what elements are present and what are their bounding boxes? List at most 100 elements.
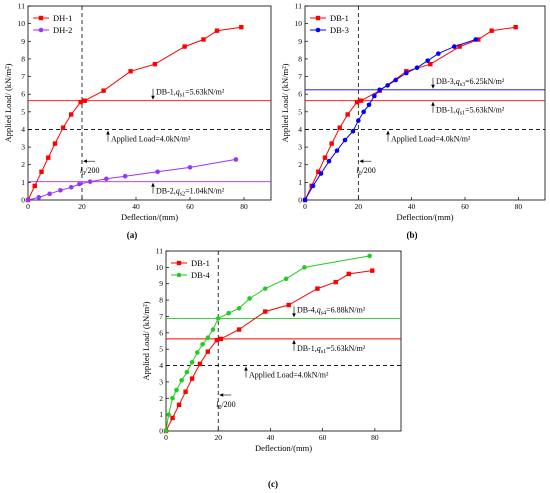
data-point [200, 341, 205, 347]
data-point [372, 93, 377, 99]
data-point [187, 165, 193, 170]
data-point [226, 310, 231, 316]
y-tick-label: 1 [159, 410, 163, 419]
x-tick-label: 80 [371, 433, 379, 442]
data-point [218, 336, 224, 342]
data-point [356, 118, 361, 123]
x-tick-label: 60 [319, 433, 327, 442]
data-point [302, 265, 307, 270]
x-tick-label: 40 [267, 433, 275, 442]
legend-marker [176, 272, 182, 278]
y-tick-label: 9 [159, 279, 163, 288]
legend: DH-1 DH-2 [33, 13, 72, 35]
data-point [393, 77, 398, 83]
data-point [68, 185, 74, 190]
hline-arrowhead [431, 101, 435, 106]
x-tick-label: 20 [214, 433, 222, 442]
legend-marker [315, 27, 321, 33]
data-point [334, 148, 340, 153]
y-tick-label: 7 [298, 72, 302, 81]
x-axis-label: Deflection/(mm) [396, 212, 453, 222]
data-point [52, 141, 58, 146]
data-point [367, 253, 372, 259]
hline-arrowhead [151, 95, 155, 100]
data-point [345, 112, 350, 117]
data-point [155, 169, 160, 175]
data-point [183, 389, 188, 394]
data-point [346, 271, 351, 277]
hline-label: DB-4,qs4=6.88kN/m² [297, 305, 366, 316]
data-point [286, 302, 291, 308]
y-tick-label: 4 [298, 125, 302, 134]
data-point [152, 62, 158, 67]
hline-arrowhead [292, 339, 296, 344]
data-point [166, 412, 171, 417]
y-tick-label: 9 [298, 37, 302, 46]
y-tick-label: 4 [21, 125, 25, 134]
data-point [201, 37, 206, 42]
plot-frame [165, 250, 402, 432]
data-point [457, 44, 462, 49]
y-tick-label: 2 [21, 160, 25, 169]
data-point [322, 155, 328, 160]
data-point [414, 65, 420, 71]
data-point [36, 195, 42, 200]
x-tick-label: 80 [240, 202, 248, 211]
y-tick-label: 2 [298, 160, 302, 169]
chart-panel-3: 0 20 40 60 80 0 1 2 3 4 5 6 7 8 9 10 11 Deflection/(mm) Ap… [141, 247, 402, 453]
y-tick-label: 0 [21, 196, 25, 205]
hline-label: Applied Load=4.0kN/m² [391, 134, 471, 143]
data-point [78, 99, 83, 105]
x-tick-label: 0 [164, 433, 168, 442]
plot-frame [304, 5, 546, 201]
legend-marker [38, 27, 44, 33]
y-tick-label: 6 [159, 328, 163, 337]
data-point [337, 125, 342, 130]
legend: DB-1 DB-3 [310, 13, 349, 35]
y-tick-label: 0 [298, 196, 302, 205]
data-point [128, 69, 133, 74]
chart-panel-1: 0 20 40 60 80 0 1 2 3 4 5 6 7 8 9 10 11 Deflection/(mm) Ap… [3, 2, 272, 222]
data-point [170, 415, 175, 421]
data-point [333, 279, 338, 285]
data-point [32, 183, 37, 189]
y-tick-label: 7 [159, 312, 163, 321]
x-tick-label: 20 [355, 202, 363, 211]
hline-arrowhead [244, 366, 248, 371]
y-tick-label: 8 [298, 54, 302, 63]
legend-marker [38, 15, 44, 21]
data-point [189, 376, 195, 381]
data-point [69, 112, 74, 117]
data-point [428, 62, 433, 67]
hline-label: Applied Load=4.0kN/m² [249, 371, 329, 380]
vline-label: l0/200 [216, 400, 235, 411]
y-tick-label: 1 [298, 178, 302, 187]
hline-arrowhead [386, 130, 390, 135]
data-point [214, 28, 220, 33]
data-point [370, 268, 375, 273]
legend-label: DB-4 [191, 270, 211, 280]
y-axis-label: Applied Load/ (kN/m²) [141, 301, 151, 380]
data-point [182, 44, 187, 49]
legend-label: DH-2 [53, 25, 72, 35]
data-point [358, 98, 364, 103]
data-point [104, 176, 109, 182]
hline-label: DB-1,qs1=5.63kN/m² [297, 344, 366, 355]
y-tick-label: 5 [159, 345, 163, 354]
data-point [47, 191, 52, 197]
data-point [361, 109, 366, 115]
hline-label: DB-3,qs3=6.25kN/m² [436, 77, 505, 88]
y-tick-label: 2 [159, 394, 163, 403]
y-tick-label: 10 [18, 19, 26, 28]
data-point [247, 296, 252, 301]
y-axis-label: Applied Load/ (kN/m²) [280, 63, 290, 142]
vline-label: l0/200 [356, 166, 375, 177]
panel-label: (b) [407, 230, 418, 240]
data-point [236, 305, 242, 311]
y-tick-label: 11 [156, 247, 163, 256]
data-point [489, 28, 494, 33]
y-tick-label: 4 [159, 361, 163, 370]
data-point [215, 316, 221, 321]
legend: DB-1 DB-4 [171, 258, 211, 280]
